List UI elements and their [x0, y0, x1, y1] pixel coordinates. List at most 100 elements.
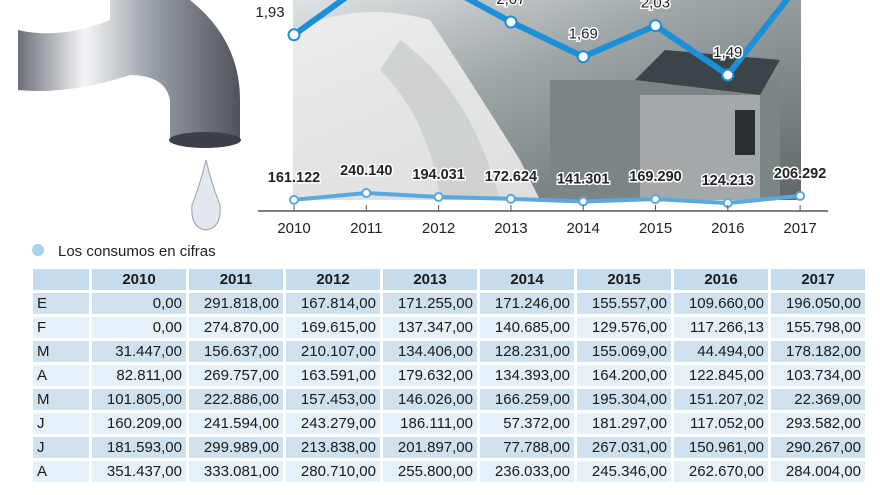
table-row: A 351.437,00 333.081,00 280.710,00 255.800,0… — [33, 461, 865, 482]
table-caption: Los consumos en cifras — [58, 243, 216, 260]
table-row: E 0,00 291.818,00 167.814,00 171.255,00 171.2… — [33, 293, 865, 314]
header-cell: 2011 — [189, 269, 283, 290]
table-cell: 163.591,00 — [286, 365, 380, 386]
faucet — [18, 0, 241, 231]
table-cell: 267.031,00 — [577, 437, 671, 458]
table-cell: 284.004,00 — [771, 461, 865, 482]
legend-marker — [32, 244, 44, 256]
data-label: 240.140 — [340, 163, 392, 179]
table-cell: 155.798,00 — [771, 317, 865, 338]
table-cell: 140.685,00 — [480, 317, 574, 338]
table-cell: 179.632,00 — [383, 365, 477, 386]
table-cell: 0,00 — [92, 317, 186, 338]
table-cell: 169.615,00 — [286, 317, 380, 338]
table-cell: 290.267,00 — [771, 437, 865, 458]
table-cell: 122.845,00 — [674, 365, 768, 386]
table-cell: 31.447,00 — [92, 341, 186, 362]
data-label: 2,07 — [496, 0, 525, 8]
table-cell: 333.081,00 — [189, 461, 283, 482]
table-cell: 134.393,00 — [480, 365, 574, 386]
table-cell: 171.246,00 — [480, 293, 574, 314]
table-cell: 201.897,00 — [383, 437, 477, 458]
table-cell: 262.670,00 — [674, 461, 768, 482]
table-cell: 137.347,00 — [383, 317, 477, 338]
table-cell: 171.255,00 — [383, 293, 477, 314]
header-cell: 2017 — [771, 269, 865, 290]
header-cell: 2013 — [383, 269, 477, 290]
header-cell: 2016 — [674, 269, 768, 290]
table-cell: 82.811,00 — [92, 365, 186, 386]
table-cell: 196.050,00 — [771, 293, 865, 314]
table-cell: 22.369,00 — [771, 389, 865, 410]
header-cell: 2014 — [480, 269, 574, 290]
table-cell: 156.637,00 — [189, 341, 283, 362]
data-label: 161.122 — [268, 170, 320, 186]
table-cell: 222.886,00 — [189, 389, 283, 410]
table-cell: 167.814,00 — [286, 293, 380, 314]
table-cell: 103.734,00 — [771, 365, 865, 386]
table-cell: 57.372,00 — [480, 413, 574, 434]
data-point — [721, 68, 735, 82]
data-label: 206.292 — [774, 166, 826, 182]
data-point — [433, 191, 444, 202]
x-tick-label: 2014 — [567, 220, 600, 237]
data-point — [578, 196, 589, 207]
header-cell: 2015 — [577, 269, 671, 290]
month-cell: M — [33, 341, 89, 362]
series-line — [293, 191, 801, 205]
data-point — [576, 50, 590, 64]
table-cell: 236.033,00 — [480, 461, 574, 482]
data-label: 1,93 — [255, 4, 284, 21]
table-cell: 77.788,00 — [480, 437, 574, 458]
data-point — [649, 19, 662, 33]
data-point — [504, 15, 518, 29]
table-cell: 160.209,00 — [92, 413, 186, 434]
data-label: 194.031 — [412, 167, 464, 183]
table-row: F 0,00 274.870,00 169.615,00 137.347,00 140.6… — [33, 317, 865, 338]
table-cell: 155.557,00 — [577, 293, 671, 314]
table-cell: 150.961,00 — [674, 437, 768, 458]
plot: 1,93 2,07 1,69 2,03 1,49 161.122 240.140 194.03… — [254, 0, 828, 208]
header-blank — [33, 269, 89, 290]
x-tick-label: 2015 — [639, 220, 672, 237]
table-cell: 210.107,00 — [286, 341, 380, 362]
table-cell: 157.453,00 — [286, 389, 380, 410]
header-cell: 2012 — [286, 269, 380, 290]
x-tick-label: 2013 — [494, 220, 527, 237]
x-tick-label: 2010 — [277, 220, 310, 237]
table-cell: 166.259,00 — [480, 389, 574, 410]
table-cell: 299.989,00 — [189, 437, 283, 458]
data-point — [361, 188, 372, 199]
x-tick-label: 2017 — [783, 220, 816, 237]
data-label: 124.213 — [702, 173, 754, 189]
photo — [293, 0, 801, 200]
x-tick-label: 2016 — [711, 220, 744, 237]
x-tick-label: 2012 — [422, 220, 455, 237]
data-label: 141.301 — [557, 172, 609, 188]
table-row: M 101.805,00 222.886,00 157.453,00 146.026,0… — [33, 389, 865, 410]
data-label: 1,69 — [569, 26, 598, 43]
table-cell: 109.660,00 — [674, 293, 768, 314]
month-cell: F — [33, 317, 89, 338]
data-point — [289, 194, 299, 205]
data-table: 2010 2011 2012 2013 2014 2015 2016 2017 E 0,00 29… — [30, 266, 868, 485]
data-label: 2,03 — [641, 0, 670, 12]
data-label: 172.624 — [485, 169, 537, 185]
table-cell: 291.818,00 — [189, 293, 283, 314]
month-cell: E — [33, 293, 89, 314]
table-cell: 101.805,00 — [92, 389, 186, 410]
table-cell: 186.111,00 — [383, 413, 477, 434]
month-cell: A — [33, 461, 89, 482]
data-point — [505, 193, 516, 204]
table-cell: 181.593,00 — [92, 437, 186, 458]
table-row: A 82.811,00 269.757,00 163.591,00 179.632,00… — [33, 365, 865, 386]
data-point — [650, 194, 661, 205]
table-cell: 151.207,02 — [674, 389, 768, 410]
table-cell: 164.200,00 — [577, 365, 671, 386]
data-point — [287, 28, 301, 42]
table-cell: 129.576,00 — [577, 317, 671, 338]
chart: Los consumos en cifras 1,93 2,07 1,69 2,03 1… — [18, 0, 828, 260]
table-cell: 269.757,00 — [189, 365, 283, 386]
month-cell: J — [33, 437, 89, 458]
